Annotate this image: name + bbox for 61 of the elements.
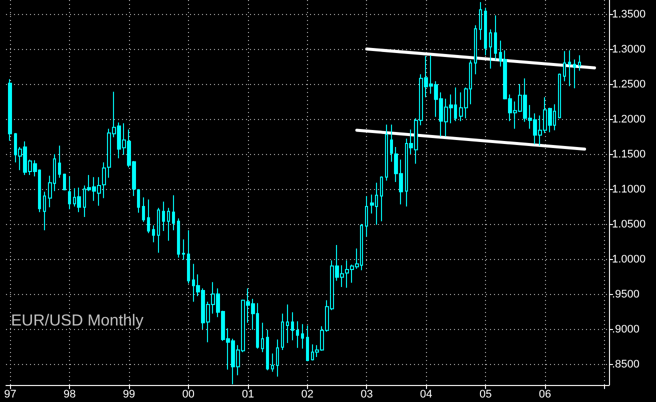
candlestick (276, 339, 279, 378)
candlestick (484, 7, 487, 56)
candlestick (558, 73, 561, 119)
candlestick (142, 196, 145, 222)
y-tick-label: 1.2000 (612, 114, 646, 126)
x-tick-label: 04 (420, 388, 432, 400)
y-tick-label: 1.2500 (612, 78, 646, 91)
x-tick-label: 00 (182, 388, 195, 400)
candlestick (177, 218, 180, 258)
candlestick (8, 78, 12, 142)
y-tick-label: 1.1500 (612, 148, 646, 161)
x-tick-label: 03 (360, 388, 373, 400)
candlestick (68, 176, 71, 210)
y-tick-label: 1.0500 (612, 218, 646, 231)
candlestick (281, 313, 284, 350)
candlestick (578, 54, 581, 72)
x-tick-label: 01 (242, 388, 254, 400)
candlestick (152, 224, 155, 243)
candlestick (385, 124, 388, 182)
candlestick (568, 50, 571, 87)
candlestick (182, 238, 185, 260)
candlestick (187, 230, 190, 284)
y-tick-label: 1.3000 (612, 44, 646, 56)
y-tick-label: .9500 (612, 288, 640, 301)
candlestick (271, 353, 274, 372)
candlestick (172, 194, 175, 231)
candlestick (291, 312, 294, 341)
candlestick (489, 28, 492, 70)
y-tick-label: 1.0000 (612, 254, 646, 266)
candlestick (157, 207, 160, 254)
candlestick (479, 2, 482, 40)
x-tick-label: 06 (538, 388, 552, 400)
y-tick-label: 1.3500 (612, 8, 646, 21)
x-tick-label: 02 (301, 388, 314, 400)
candlestick (167, 207, 170, 242)
candlestick (494, 14, 497, 61)
candlestick (261, 322, 264, 353)
x-tick-label: 05 (480, 388, 492, 400)
candlestick (306, 325, 309, 362)
candlestick (563, 50, 566, 82)
candlestick (286, 304, 289, 344)
candlestick (365, 196, 368, 238)
candlestick (63, 173, 66, 191)
candlestick (43, 191, 46, 231)
candlestick (147, 199, 150, 234)
text: EUR/USD Monthly (11, 312, 144, 330)
candlestick (77, 187, 81, 213)
x-tick-label: 99 (122, 388, 136, 400)
y-tick-label: .8500 (612, 358, 640, 371)
y-tick-label: .9000 (612, 324, 640, 336)
x-tick-label: 98 (63, 388, 76, 400)
candlestick (474, 24, 477, 75)
candlestick (162, 201, 165, 232)
x-tick-label: 97 (4, 388, 16, 400)
candlestick (266, 329, 269, 371)
candlestick (58, 145, 61, 178)
candlestick (380, 176, 383, 222)
candlestick (296, 320, 299, 348)
y-tick-label: 1.1000 (612, 184, 646, 196)
candlestick (573, 59, 576, 89)
candlestick (301, 324, 304, 350)
